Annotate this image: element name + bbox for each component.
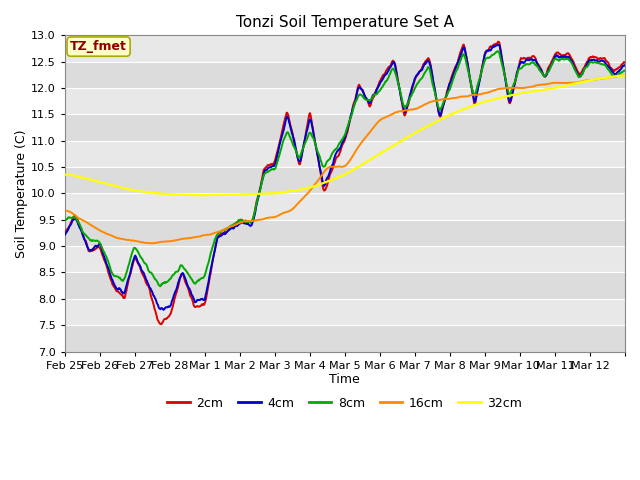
Bar — [65, 114, 625, 141]
Y-axis label: Soil Temperature (C): Soil Temperature (C) — [15, 129, 28, 258]
Bar — [65, 299, 625, 325]
Bar — [65, 167, 625, 193]
Legend: 2cm, 4cm, 8cm, 16cm, 32cm: 2cm, 4cm, 8cm, 16cm, 32cm — [163, 392, 527, 415]
Bar — [65, 220, 625, 246]
Bar — [65, 325, 625, 351]
Bar — [65, 193, 625, 220]
Bar — [65, 141, 625, 167]
X-axis label: Time: Time — [330, 373, 360, 386]
Bar — [65, 62, 625, 88]
Text: TZ_fmet: TZ_fmet — [70, 40, 127, 53]
Bar — [65, 273, 625, 299]
Bar — [65, 36, 625, 62]
Title: Tonzi Soil Temperature Set A: Tonzi Soil Temperature Set A — [236, 15, 454, 30]
Bar — [65, 88, 625, 114]
Bar — [65, 246, 625, 273]
